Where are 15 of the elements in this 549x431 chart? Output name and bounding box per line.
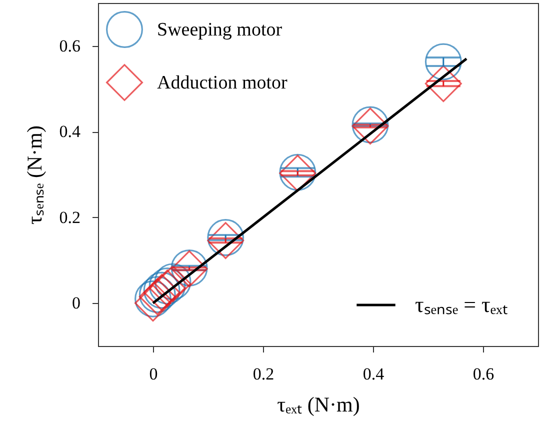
legend-label: Adduction motor	[157, 72, 288, 94]
point	[424, 43, 462, 80]
x-tick-label: 0.2	[252, 364, 274, 384]
legend-label: τₛₑₙₛₑ = τₑₓₜ	[415, 292, 508, 317]
x-tick-label: 0	[149, 364, 158, 384]
point	[424, 65, 462, 102]
y-axis-title: τₛₑₙₛₑ (N·m)	[22, 126, 46, 224]
x-axis-title: τₑₓₜ (N·m)	[277, 392, 360, 416]
y-tick-label: 0.2	[59, 208, 80, 227]
x-tick-label: 0.6	[472, 364, 494, 384]
y-tick-label: 0.4	[59, 122, 81, 142]
y-tick-label: 0	[72, 294, 80, 313]
y-tick-label: 0.6	[59, 36, 80, 56]
x-tick-label: 0.4	[362, 364, 385, 384]
legend-label: Sweeping motor	[157, 20, 283, 40]
